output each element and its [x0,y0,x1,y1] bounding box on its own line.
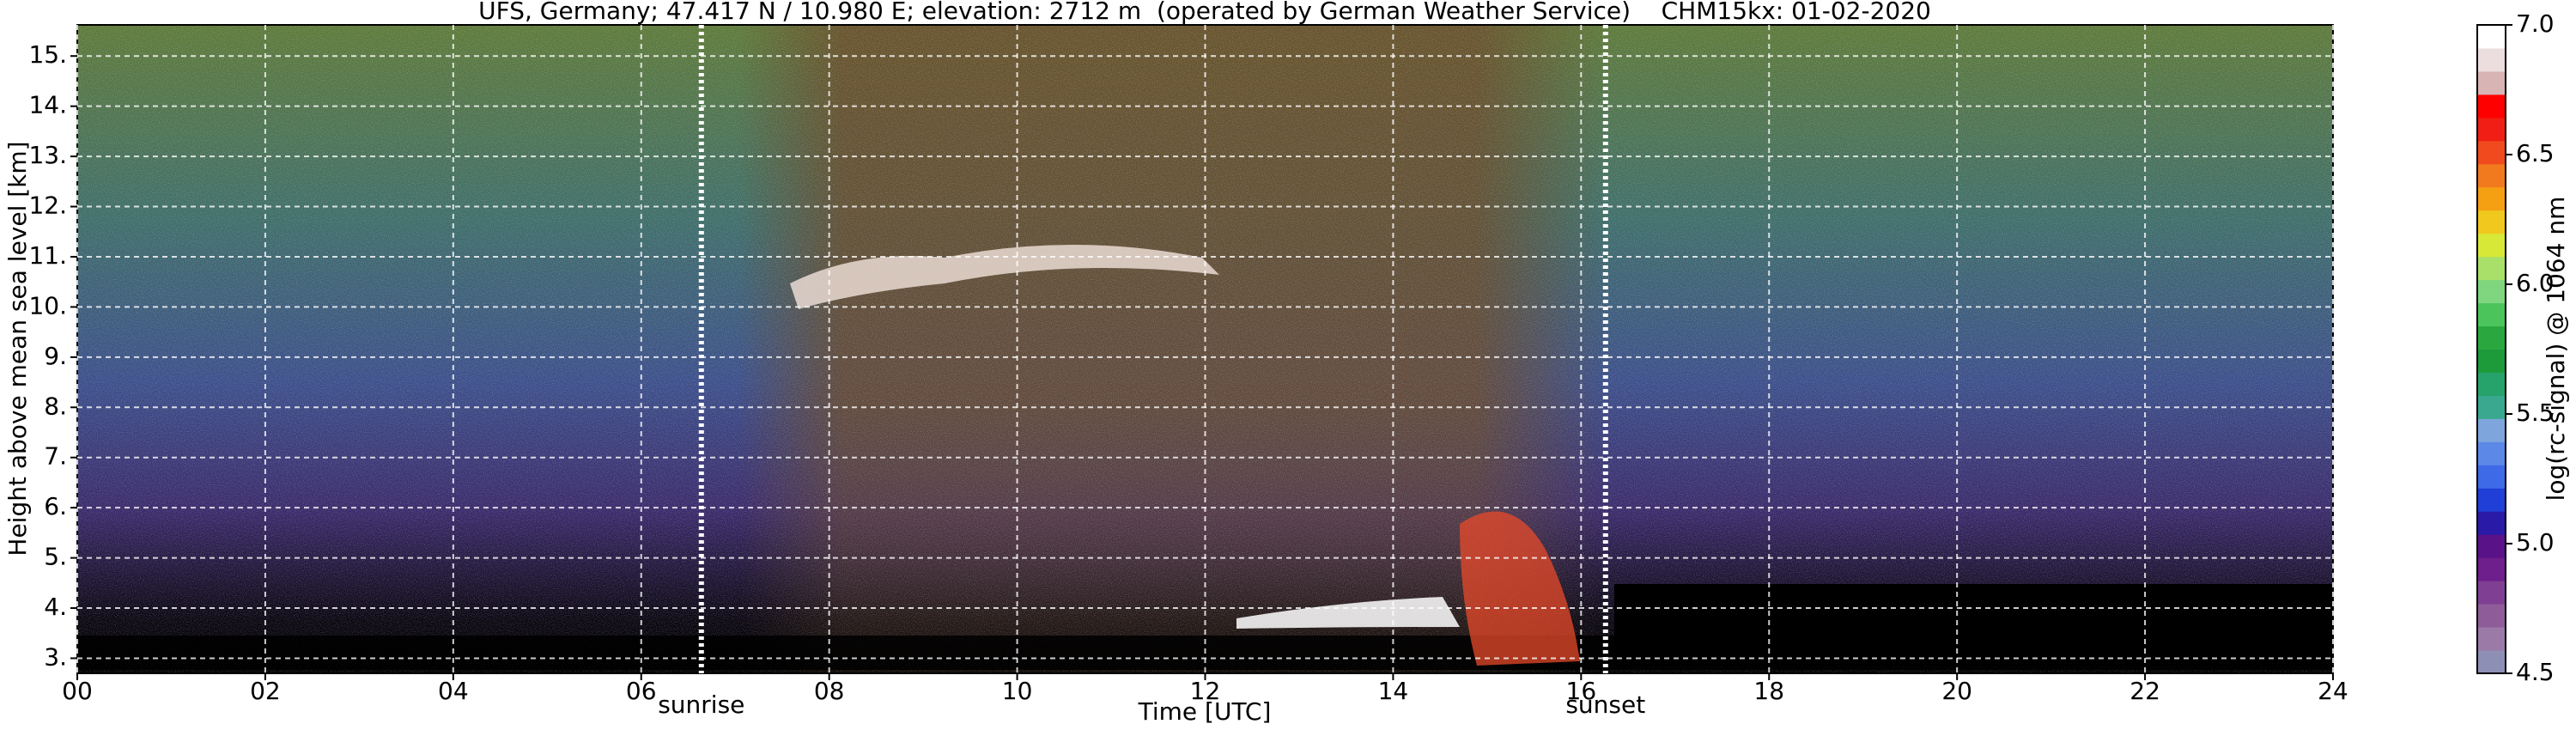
colorbar-segment [2477,94,2506,119]
annotation-label: sunrise [658,690,744,719]
y-tick-label: 4. [44,593,67,621]
colorbar-segment [2477,372,2506,396]
colorbar-segment [2477,25,2506,49]
colorbar-segment [2477,557,2506,581]
colorbar-segment [2477,395,2506,419]
colorbar-segment [2477,627,2506,651]
colorbar-segment [2477,256,2506,281]
y-tick-label: 5. [44,543,67,571]
y-tick-label: 7. [44,442,67,471]
y-axis-label: Height above mean sea level [km] [3,141,32,556]
x-tick-label: 22 [2129,677,2160,705]
colorbar-segment [2477,279,2506,304]
colorbar-segment [2477,163,2506,188]
colorbar-segment [2477,604,2506,628]
colorbar-segment [2477,117,2506,142]
x-tick-label: 04 [438,677,469,705]
chart-title: UFS, Germany; 47.417 N / 10.980 E; eleva… [478,0,1931,25]
x-tick-label: 00 [62,677,93,705]
colorbar-tick-label: 5.0 [2516,528,2555,557]
colorbar-tick-label: 4.5 [2516,658,2555,686]
colorbar-segment [2477,210,2506,234]
colorbar-segment [2477,465,2506,489]
x-tick-label: 16 [1566,677,1597,705]
x-tick-label: 06 [626,677,657,705]
colorbar-segment [2477,233,2506,258]
y-tick-label: 12. [28,192,67,220]
y-tick-label: 13. [28,141,67,169]
x-tick-label: 02 [250,677,281,705]
colorbar-label: log(rc-signal) @ 1064 nm [2542,197,2570,502]
heatmap-cloud [790,245,1219,309]
y-tick-label: 11. [28,241,67,270]
colorbar-segment [2477,47,2506,72]
annotation-label: sunset [1565,690,1645,719]
colorbar-tick-label: 6.0 [2516,269,2555,297]
x-tick-label: 24 [2318,677,2348,705]
colorbar-segment [2477,302,2506,327]
y-tick-label: 10. [28,291,67,319]
y-tick-label: 14. [28,91,67,119]
y-tick-label: 3. [44,642,67,671]
colorbar-segment [2477,186,2506,211]
heatmap-cloud [1236,597,1460,629]
colorbar-segment [2477,70,2506,95]
y-tick-label: 6. [44,492,67,520]
colorbar-segment [2477,418,2506,442]
colorbar-segment [2477,488,2506,512]
colorbar-segment [2477,140,2506,165]
y-tick-label: 15. [28,40,67,69]
x-axis-label: Time [UTC] [1138,697,1272,726]
colorbar-segment [2477,534,2506,558]
colorbar-segment [2477,349,2506,373]
x-tick-label: 18 [1753,677,1784,705]
x-tick-label: 12 [1190,677,1221,705]
colorbar-segment [2477,511,2506,535]
colorbar-segment [2477,441,2506,465]
colorbar-tick-label: 6.5 [2516,139,2555,167]
x-tick-label: 08 [814,677,845,705]
y-tick-label: 8. [44,392,67,420]
colorbar-segment [2477,325,2506,350]
x-tick-label: 14 [1378,677,1409,705]
colorbar-tick-label: 5.5 [2516,398,2555,427]
x-tick-label: 20 [1941,677,1972,705]
colorbar-frame [2476,24,2506,674]
y-tick-label: 9. [44,342,67,370]
heatmap-cloud [1460,511,1580,666]
colorbar-segment [2477,581,2506,605]
colorbar-tick-label: 7.0 [2516,9,2555,38]
x-tick-label: 10 [1002,677,1033,705]
colorbar-segment [2477,650,2506,674]
